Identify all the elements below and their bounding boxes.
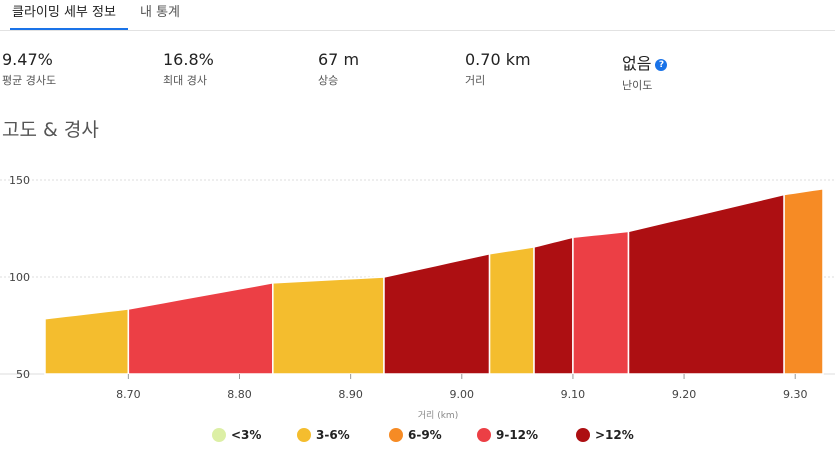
grade-segment[interactable] [533,236,574,375]
legend-label: 6-9% [408,428,442,442]
legend-item: >12% [576,428,634,442]
grade-segment[interactable] [272,276,385,375]
x-tick-label: 8.80 [227,388,252,401]
tab-climb-details[interactable]: 클라이밍 세부 정보 [10,0,128,30]
section-title: 고도 & 경사 [2,119,99,141]
stat-label: 최대 경사 [163,74,207,87]
grade-segment[interactable] [383,252,491,375]
x-tick-label: 9.00 [450,388,475,401]
grade-segment[interactable] [783,187,824,375]
stat-label: 거리 [465,74,486,87]
stat-label: 평균 경사도 [2,74,57,87]
legend-label: 9-12% [496,428,539,442]
x-axis-label: 거리 (km) [418,410,458,420]
legend-item: 9-12% [477,428,538,442]
x-tick-label: 9.10 [561,388,586,401]
grade-segment[interactable] [488,246,535,375]
grade-segment[interactable] [44,308,130,375]
elevation-chart: 50 100 150 8.70 8.80 8.90 9.00 9.10 9.20 9.30 거리 (… [0,174,835,420]
y-tick-label: 50 [16,368,30,381]
legend-item: 6-9% [389,428,442,442]
x-tick-label: 8.90 [338,388,363,401]
grade-segment[interactable] [627,193,785,375]
legend-swatch [212,428,226,442]
grade-segment[interactable] [127,281,274,375]
stat-value: 16.8% [163,50,214,69]
grade-segment[interactable] [572,230,630,375]
legend-item: 3-6% [297,428,350,442]
stat-avg-grade: 9.47% 평균 경사도 [2,50,56,88]
help-icon[interactable]: ? [655,59,668,71]
stat-value: 67 m [318,50,360,69]
legend-item: <3% [212,428,261,442]
stat-value: 0.70 km [465,50,531,69]
stat-distance: 0.70 km 거리 [465,50,531,88]
legend-swatch [389,428,403,442]
legend-label: 3-6% [316,428,350,442]
stat-label: 난이도 [622,79,653,92]
stat-label: 상승 [318,74,339,87]
stat-value: 9.47% [2,50,53,69]
legend-label: >12% [595,428,634,442]
legend-label: <3% [231,428,262,442]
legend-swatch [477,428,491,442]
stat-max-grade: 16.8% 최대 경사 [163,50,214,88]
tab-my-stats[interactable]: 내 통계 [140,5,181,20]
legend-swatch [576,428,590,442]
x-tick-label: 8.70 [116,388,141,401]
legend-swatch [297,428,311,442]
stat-difficulty: 없음? 난이도 [622,50,668,93]
y-tick-label: 150 [9,174,30,187]
climb-stats: 9.47% 평균 경사도 16.8% 최대 경사 67 m 상승 0.70 km… [0,50,835,94]
stat-value: 없음 [622,54,652,73]
tab-bar: 클라이밍 세부 정보 내 통계 [0,0,835,31]
x-tick-label: 9.20 [672,388,697,401]
stat-elevation-gain: 67 m 상승 [318,50,359,88]
chart-legend: <3% 3-6% 6-9% 9-12% >12% [0,428,835,450]
x-tick-label: 9.30 [783,388,808,401]
y-tick-label: 100 [9,271,30,284]
